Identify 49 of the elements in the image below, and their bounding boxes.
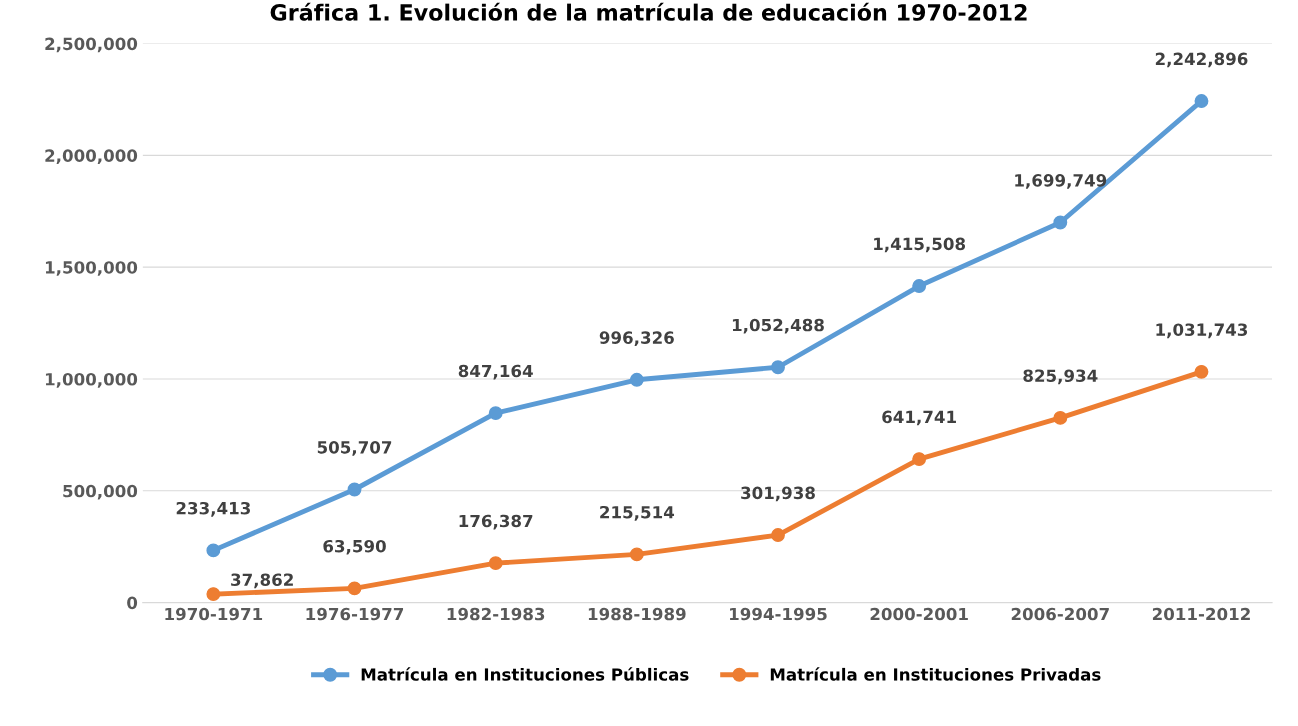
data-label: 1,052,488	[732, 318, 824, 334]
data-label: 505,707	[317, 441, 392, 456]
y-tick-label: 1,000,000	[45, 372, 138, 388]
point	[629, 372, 644, 387]
point	[1053, 410, 1068, 425]
y-tick-label: 1,500,000	[45, 261, 138, 276]
x-tick-label: 1982-1983	[447, 607, 545, 621]
point	[347, 482, 362, 497]
point	[1053, 215, 1068, 230]
data-label: 825,934	[1023, 369, 1098, 385]
data-label: 1,699,749	[1015, 174, 1107, 189]
data-label: 301,938	[741, 486, 815, 502]
point	[206, 587, 221, 602]
data-label: 1,031,743	[1156, 323, 1248, 339]
point	[912, 279, 927, 294]
point	[912, 452, 927, 467]
data-label: 641,741	[882, 410, 956, 426]
data-label: 2,242,896	[1155, 52, 1248, 68]
point	[771, 360, 785, 375]
chart-title: Gráfica 1. Evolución de la matrícula de educación 1970-2012	[270, 2, 1027, 21]
point	[1194, 94, 1209, 108]
x-tick-label: 2000-2001	[870, 607, 968, 621]
point	[771, 528, 785, 543]
x-tick-label: 1994-1995	[730, 607, 827, 621]
y-tick-label: 2,500,000	[45, 37, 138, 53]
point	[488, 406, 503, 421]
data-label: 37,862	[231, 573, 293, 589]
point	[1194, 364, 1209, 379]
data-label: 847,164	[458, 364, 533, 380]
x-tick-label: 1988-1989	[588, 607, 686, 621]
point	[347, 581, 362, 596]
y-tick-label: 500,000	[63, 484, 138, 500]
legend-label: Matrícula en Instituciones Privadas	[770, 667, 1101, 681]
point	[488, 556, 503, 571]
x-tick-label: 1976-1977	[306, 607, 404, 621]
point	[206, 543, 221, 558]
data-label: 63,590	[323, 539, 386, 555]
x-tick-label: 2006-2007	[1011, 607, 1109, 621]
x-tick-label: 2011-2012	[1152, 607, 1250, 621]
point	[629, 547, 644, 562]
y-tick-label: 2,000,000	[45, 149, 138, 165]
data-label: 176,387	[459, 514, 533, 530]
data-label: 996,326	[599, 331, 674, 347]
data-label: 233,413	[176, 501, 250, 517]
y-tick-label: 0	[127, 596, 138, 610]
legend-label: Matrícula en Instituciones Públicas	[361, 667, 689, 681]
data-label: 215,514	[600, 505, 675, 521]
data-label: 1,415,508	[874, 237, 966, 253]
x-tick-label: 1970-1971	[165, 607, 263, 621]
